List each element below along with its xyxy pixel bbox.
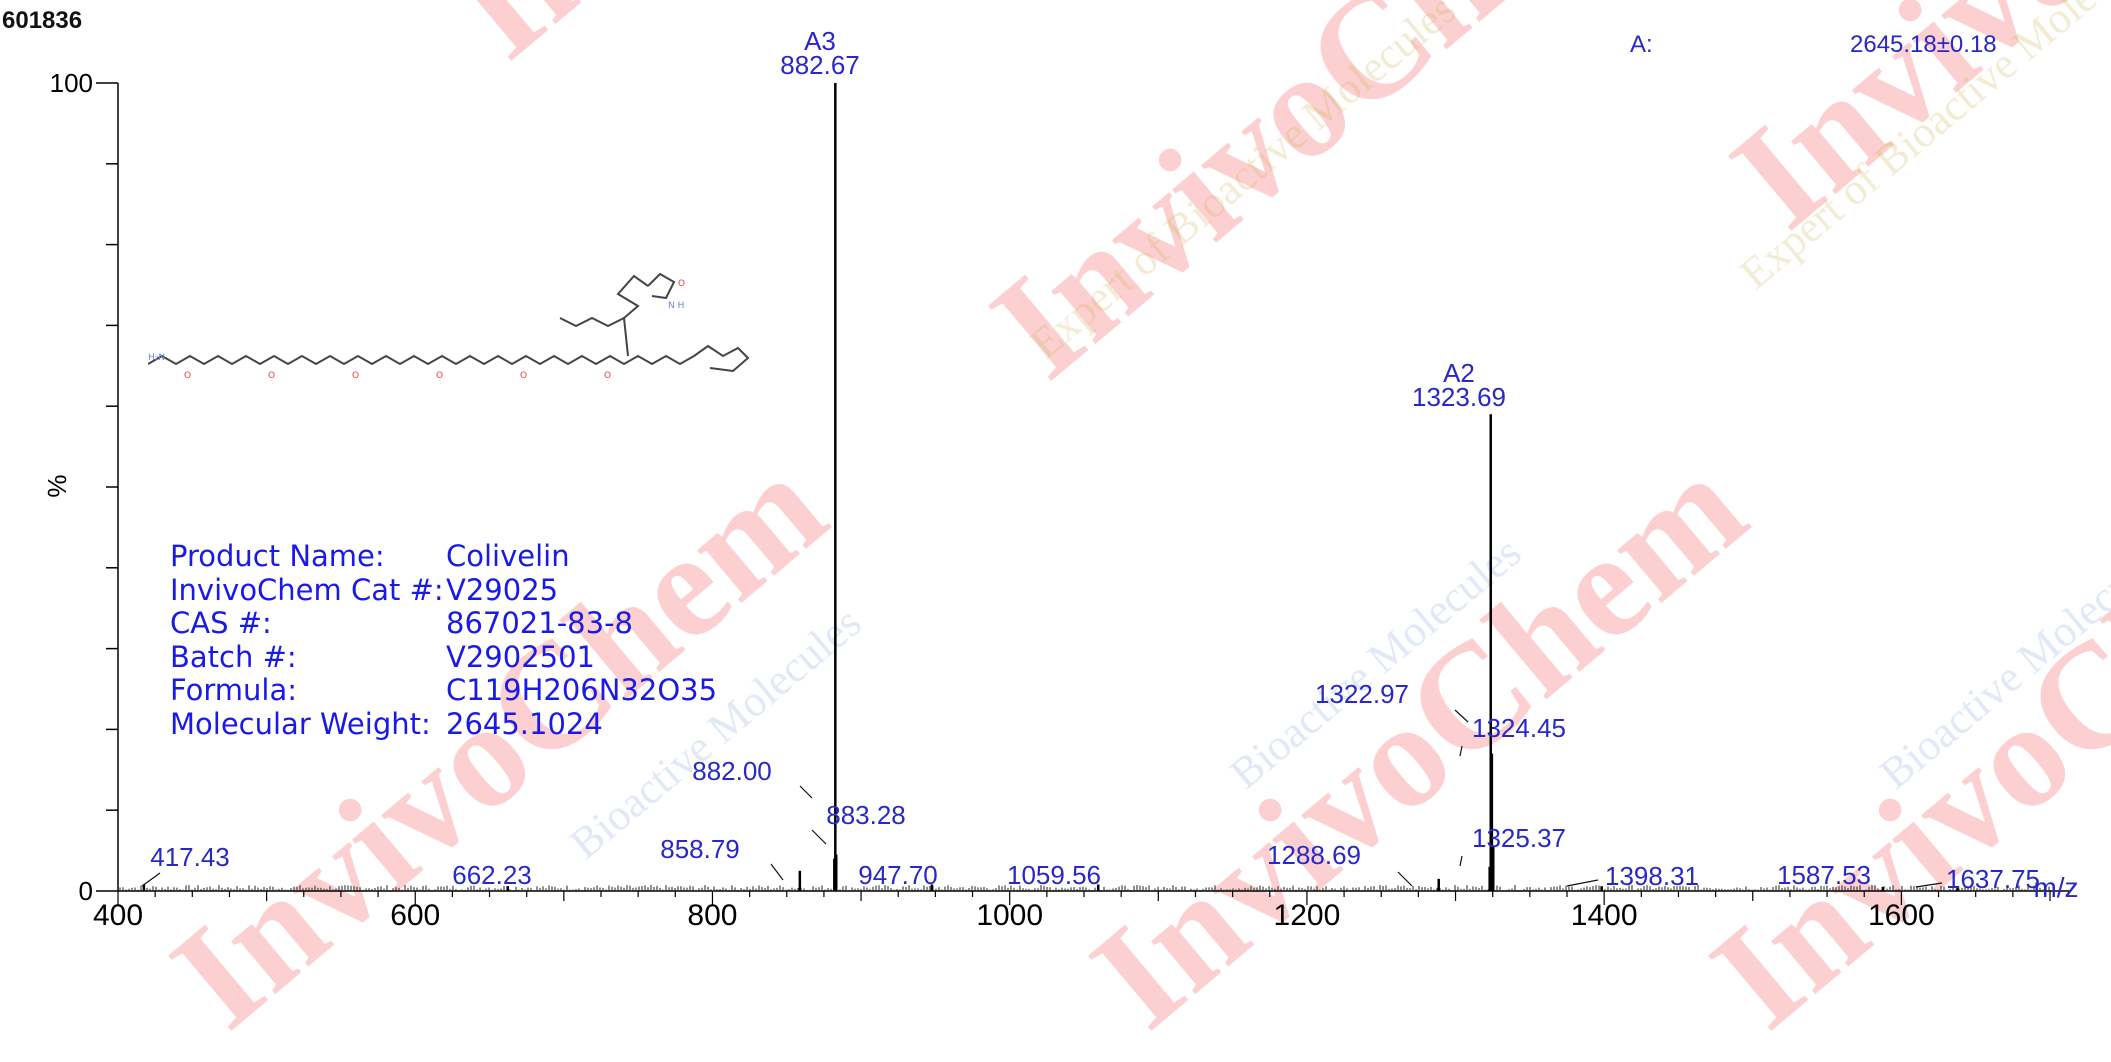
info-label: Product Name: — [170, 539, 385, 573]
peak-label-1587.53: 1587.53 — [1777, 860, 1871, 890]
svg-text:N H: N H — [668, 301, 684, 311]
peak-label-662.23: 662.23 — [452, 860, 532, 890]
peak-leader-line — [811, 829, 827, 845]
info-value: V2902501 — [446, 639, 595, 674]
peak-tag-A2: A2 — [1443, 358, 1475, 388]
sample-id: 601836 — [2, 7, 82, 34]
y-tick-label: 0 — [79, 876, 93, 906]
svg-text:O: O — [268, 371, 275, 381]
y-tick-label: 100 — [50, 68, 93, 98]
peak-leader-line — [1397, 871, 1413, 887]
peak-label-1322.97: 1322.97 — [1315, 679, 1409, 709]
x-tick-label: 600 — [390, 899, 440, 928]
peak-label-858.79: 858.79 — [660, 834, 740, 864]
x-tick-label: 1600 — [1868, 899, 1935, 928]
peak-label-1398.31: 1398.31 — [1605, 861, 1699, 891]
svg-text:O: O — [520, 371, 527, 381]
peak-label-1323.69: 1323.69 — [1412, 382, 1506, 412]
info-value: 2645.1024 — [446, 706, 603, 741]
info-row-formula: Formula: C119H206N32O35 — [170, 674, 717, 708]
peak-leader-line — [770, 863, 784, 881]
noise-path — [119, 885, 2050, 891]
peak-leader-line — [1454, 709, 1469, 723]
info-label: CAS #: — [170, 606, 272, 641]
axes: 0 100% 400 600 800 1000 1200 1400 1600 m/z — [42, 68, 2079, 928]
peak-label-882.00: 882.00 — [692, 756, 772, 786]
peak-leader-line — [141, 872, 161, 887]
peak-leader-line — [1459, 745, 1463, 757]
peak-label-1288.69: 1288.69 — [1267, 840, 1361, 870]
info-value: 867021-83-8 — [446, 606, 633, 641]
info-value: V29025 — [446, 572, 559, 607]
peak-label-1059.56: 1059.56 — [1007, 860, 1101, 890]
mass-spectrum-chart: 601836 A: 2645.18±0.18 0 100% 400 600 800 100… — [2, 7, 2079, 928]
x-tick-label: 1400 — [1571, 899, 1638, 928]
molecule-structure: H₂N O O O O O O O N H — [148, 272, 750, 381]
peak-label-1324.45: 1324.45 — [1472, 713, 1566, 743]
peak-leader-line — [799, 785, 813, 799]
peak-label-882.67: 882.67 — [780, 50, 860, 80]
info-row-cas-number: CAS #: 867021-83-8 — [170, 607, 717, 641]
peak-label-947.70: 947.70 — [858, 860, 938, 890]
info-value: C119H206N32O35 — [446, 673, 718, 708]
peak-leader-line — [1915, 882, 1943, 888]
svg-text:H₂N: H₂N — [148, 353, 165, 363]
peak-label-1637.75: 1637.75 — [1946, 864, 2040, 894]
peak-leader-line — [1566, 879, 1599, 887]
info-row-molecular-weight: Molecular Weight: 2645.1024 — [170, 706, 717, 742]
svg-text:O: O — [678, 279, 685, 289]
x-tick-label: 1000 — [976, 899, 1043, 928]
svg-text:O: O — [436, 371, 443, 381]
peaks-layer — [142, 83, 1959, 891]
svg-text:O: O — [352, 371, 359, 381]
info-row-product-name: Product Name: Colivelin — [170, 539, 717, 574]
peak-label-1325.37: 1325.37 — [1472, 823, 1566, 853]
info-row-cat-number: InvivoChem Cat #: V29025 — [170, 572, 717, 608]
x-tick-label: 800 — [687, 899, 737, 928]
peak-label-883.28: 883.28 — [826, 800, 906, 830]
x-tick-label: 1200 — [1274, 899, 1341, 928]
info-label: Formula: — [170, 673, 298, 708]
peak-tag-A3: A3 — [804, 26, 836, 56]
deconvolution-label: A: — [1630, 31, 1653, 58]
info-value: Colivelin — [446, 539, 570, 573]
svg-text:O: O — [604, 371, 611, 381]
peak-label-417.43: 417.43 — [150, 842, 230, 872]
x-axis-label: m/z — [2033, 872, 2078, 903]
peak-leader-line — [1459, 855, 1463, 867]
deconvolution-value: 2645.18±0.18 — [1850, 31, 1997, 58]
svg-text:O: O — [184, 371, 191, 381]
info-label: Molecular Weight: — [170, 706, 431, 741]
info-label: Batch #: — [170, 639, 297, 674]
x-tick-label: 400 — [93, 899, 143, 928]
y-axis-label: % — [42, 474, 72, 497]
info-label: InvivoChem Cat #: — [170, 572, 444, 607]
info-row-batch-number: Batch #: V2902501 — [170, 639, 717, 675]
baseline-noise — [119, 885, 2050, 891]
product-info: Product Name: Colivelin InvivoChem Cat #… — [170, 539, 717, 742]
